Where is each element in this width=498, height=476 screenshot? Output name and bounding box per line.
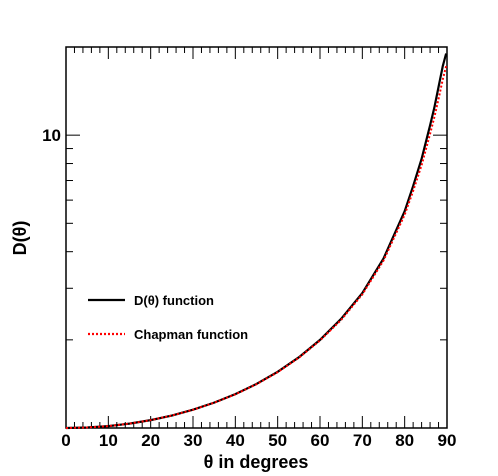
x-tick-label: 90: [438, 431, 457, 450]
x-tick-label: 20: [141, 431, 160, 450]
x-axis-ticks: 0 10 20 30 40 50 60 70 80 90: [61, 47, 456, 450]
y-tick-label: 10: [42, 126, 61, 145]
series-line-d-theta: [65, 53, 448, 430]
y-axis-ticks: 10: [42, 46, 447, 429]
x-tick-label: 70: [353, 431, 372, 450]
legend: D(θ) function Chapman function: [88, 293, 248, 342]
series-line-chapman: [65, 65, 448, 429]
y-axis-title: D(θ): [10, 221, 30, 256]
x-tick-label: 80: [395, 431, 414, 450]
legend-label-chapman: Chapman function: [134, 327, 248, 342]
x-axis-title: θ in degrees: [204, 452, 309, 472]
series-group: [65, 53, 448, 430]
plot-frame: [65, 46, 448, 429]
x-tick-label: 0: [61, 431, 70, 450]
x-tick-label: 10: [99, 431, 118, 450]
legend-label-d-theta: D(θ) function: [134, 293, 214, 308]
x-tick-label: 40: [226, 431, 245, 450]
x-tick-label: 60: [311, 431, 330, 450]
x-tick-label: 30: [184, 431, 203, 450]
x-tick-label: 50: [268, 431, 287, 450]
